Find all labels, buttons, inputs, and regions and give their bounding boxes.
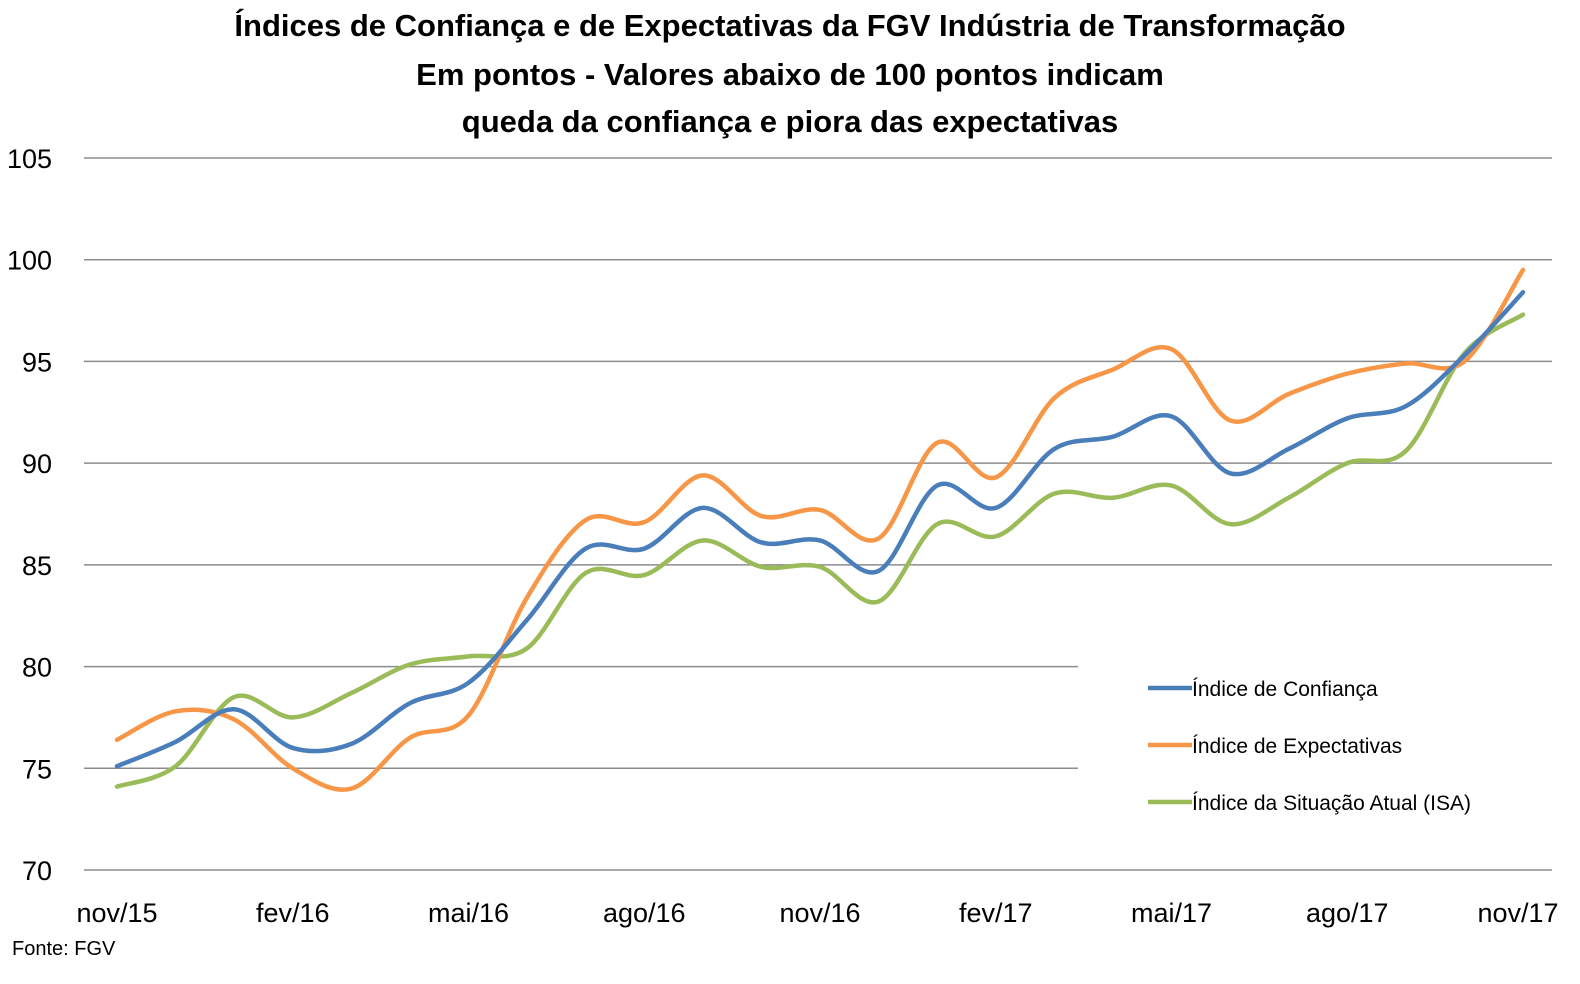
x-tick-label: mai/16: [428, 898, 509, 928]
legend-label: Índice de Expectativas: [1192, 735, 1402, 758]
series-line: [114, 290, 1526, 769]
x-tick-label: nov/16: [779, 898, 860, 928]
chart-title-line-3: queda da confiança e piora das expectati…: [461, 104, 1119, 139]
x-tick-label: nov/17: [1477, 898, 1558, 928]
source-label: Fonte: FGV: [12, 938, 116, 960]
legend-label: Índice da Situação Atual (ISA): [1192, 792, 1471, 815]
series-line: [114, 312, 1526, 789]
x-tick-label: nov/15: [76, 898, 157, 928]
y-tick-label: 85: [22, 551, 52, 581]
y-tick-label: 80: [22, 653, 52, 683]
y-tick-label: 90: [22, 449, 52, 479]
y-tick-label: 100: [7, 246, 52, 276]
chart-title-line-2: Em pontos - Valores abaixo de 100 pontos…: [416, 57, 1164, 92]
x-tick-label: mai/17: [1131, 898, 1212, 928]
x-tick-label: ago/16: [603, 898, 686, 928]
x-tick-label: fev/16: [256, 898, 330, 928]
chart-title-line-1: Índices de Confiança e de Expectativas d…: [234, 8, 1346, 43]
y-tick-label: 70: [22, 856, 52, 886]
x-tick-label: ago/17: [1306, 898, 1389, 928]
y-tick-label: 105: [7, 144, 52, 174]
y-tick-label: 95: [22, 347, 52, 377]
x-tick-label: fev/17: [959, 898, 1033, 928]
series-line: [114, 267, 1526, 792]
y-tick-label: 75: [22, 754, 52, 784]
legend-label: Índice de Confiança: [1192, 678, 1378, 701]
